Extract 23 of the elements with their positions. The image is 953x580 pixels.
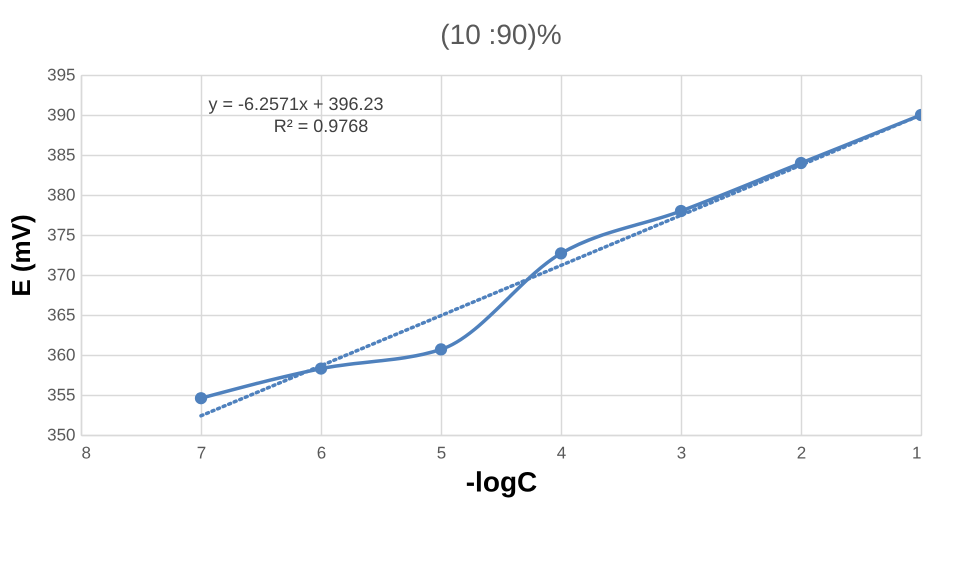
x-tick-label: 2 — [796, 444, 806, 462]
y-tick-label: 365 — [47, 306, 76, 324]
x-axis-title: -logC — [466, 466, 538, 498]
annotation: R² = 0.9768 — [274, 116, 368, 136]
y-tick-label: 380 — [47, 186, 76, 204]
x-tick-label: 3 — [676, 444, 686, 462]
y-tick-label: 390 — [47, 106, 76, 124]
y-tick-label: 350 — [47, 426, 76, 444]
chart-title: (10 :90)% — [440, 19, 562, 50]
x-tick-label: 4 — [556, 444, 566, 462]
y-tick-label: 370 — [47, 266, 76, 284]
annotation: y = -6.2571x + 396.23 — [208, 94, 384, 114]
x-tick-label: 5 — [436, 444, 446, 462]
y-tick-label: 385 — [47, 146, 76, 164]
y-axis-title: E (mV) — [6, 214, 36, 297]
x-tick-label: 7 — [196, 444, 206, 462]
x-tick-label: 1 — [912, 444, 922, 462]
x-tick-label: 8 — [82, 444, 91, 462]
y-tick-label: 395 — [47, 66, 76, 84]
y-tick-label: 360 — [47, 346, 76, 364]
y-tick-label: 375 — [47, 226, 76, 244]
y-tick-label: 355 — [47, 386, 76, 404]
x-tick-label: 6 — [316, 444, 326, 462]
